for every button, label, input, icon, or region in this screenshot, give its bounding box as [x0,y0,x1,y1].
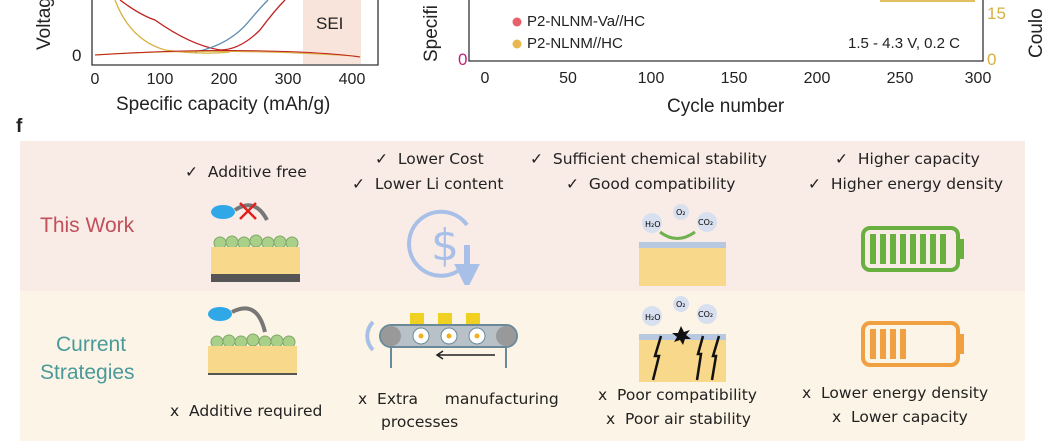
y-axis-label: Specifi [421,4,442,62]
cross-icon: x [606,410,616,428]
sei-label: SEI [316,14,344,33]
check-icon: ✓ [530,150,543,168]
y-axis-label: Voltag [34,0,55,50]
benefit-text: Lower Li content [374,175,504,193]
benefit-text: Sufficient chemical stability [552,150,767,168]
benefit-text: Lower Cost [397,150,484,168]
cracked-surface-icon: H₂O O₂ CO₂ [639,296,726,382]
x-axis-label: Cycle number [667,96,785,117]
check-icon: ✓ [566,175,579,193]
svg-text:$: $ [431,220,459,271]
y2-axis-label: Coulo [1026,8,1047,58]
y-tick: 0 [458,50,468,69]
x-tick: 100 [146,71,174,88]
x-tick: 150 [720,70,748,87]
check-icon: ✓ [808,175,821,193]
x-tick: 0 [90,71,100,88]
x-tick: 200 [803,70,831,87]
legend-label: P2-NLNM-Va//HC [527,13,646,30]
lower-cost-dollar-icon: $ [407,209,480,285]
battery-low-icon [861,321,964,367]
y2-tick: 15 [987,4,1006,23]
check-icon: ✓ [185,163,198,181]
panel-label: f [16,116,23,137]
additive-required-electrode-icon [208,306,297,375]
battery-full-icon [861,226,964,272]
cross-icon: x [598,386,608,404]
check-icon: ✓ [352,175,365,193]
h2o-label: H₂O [645,313,661,322]
check-icon: ✓ [375,150,388,168]
battery-illustrations [861,226,964,367]
benefit-text: Additive free [207,163,307,181]
drawback-text: Poor compatibility [617,386,757,404]
y2-tick: 0 [987,50,997,69]
legend-marker-va [512,17,522,27]
cross-icon: x [832,408,842,426]
curve-yellow [114,0,231,54]
electrode-illustrations [208,202,300,375]
voltage-chart [91,0,379,66]
legend-label: P2-NLNM//HC [527,35,623,52]
check-icon: ✓ [835,150,848,168]
drawback-text: Lower capacity [851,408,968,426]
drawback-text: processes [381,413,459,431]
curve-red [119,0,286,51]
x-tick: 200 [210,71,238,88]
benefit-text: Higher capacity [857,150,980,168]
x-tick: 400 [338,71,366,88]
x-tick: 100 [637,70,665,87]
cross-icon: x [802,384,812,402]
drawback-text: Extra manufacturing [377,390,559,408]
current-label: Strategies [40,361,135,384]
axes [91,0,379,66]
drawback-text: Lower energy density [821,384,989,402]
cycle-chart [468,0,984,62]
curve-blue [194,0,269,53]
cross-icon: x [170,402,180,420]
x-tick: 300 [964,70,992,87]
surface-stability-illustrations: H₂O O₂ CO₂ H₂O O₂ CO₂ [639,204,726,382]
co2-label: CO₂ [698,310,713,319]
condition-label: 1.5 - 4.3 V, 0.2 C [848,35,961,52]
benefit-text: Higher energy density [830,175,1004,193]
x-tick: 50 [559,70,577,87]
x-tick: 250 [886,70,914,87]
additive-free-electrode-icon [211,202,300,282]
o2-label: O₂ [676,208,686,217]
benefit-text: Good compatibility [588,175,736,193]
co2-label: CO₂ [698,218,713,227]
current-strategies-row [20,291,1025,441]
this-work-row [20,141,1025,291]
conveyor-belt-icon [365,313,518,368]
y-tick: 0 [72,46,82,65]
x-axis-label: Specific capacity (mAh/g) [116,94,331,115]
x-tick: 300 [274,71,302,88]
cross-mark-icon [239,202,257,220]
h2o-label: H₂O [645,220,661,229]
drawback-text: Poor air stability [625,410,751,428]
drawback-text: Additive required [189,402,323,420]
this-work-label: This Work [40,214,135,237]
stable-surface-icon: H₂O O₂ CO₂ [639,204,726,286]
cross-icon: x [358,390,368,408]
o2-label: O₂ [676,300,686,309]
legend-marker-nlnm [512,39,522,49]
current-label: Current [56,333,127,356]
x-tick: 0 [480,70,490,87]
